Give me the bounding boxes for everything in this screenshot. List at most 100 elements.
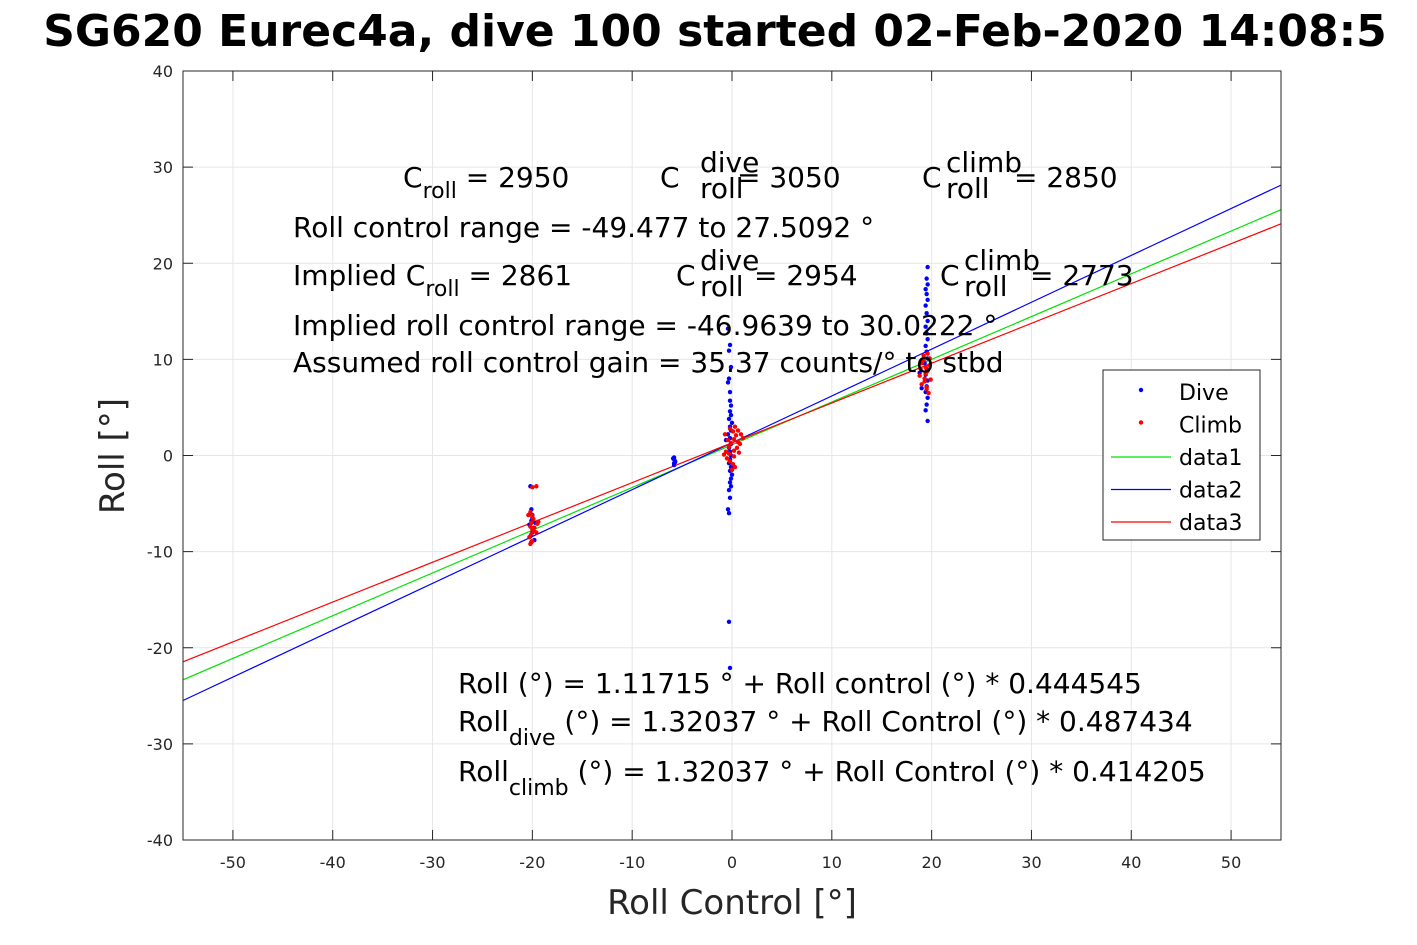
- point-dive: [923, 303, 928, 308]
- y-axis-label: Roll [°]: [93, 398, 133, 514]
- annotation-fit-dive-eq: (°) = 1.32037 ° + Roll Control (°) * 0.4…: [556, 705, 1193, 738]
- point-climb: [919, 382, 924, 387]
- y-tick-label: 30: [153, 158, 173, 177]
- y-tick-label: 0: [163, 447, 173, 466]
- x-tick-label: -20: [519, 853, 545, 872]
- y-tick-label: -40: [147, 831, 173, 850]
- point-dive: [727, 342, 733, 348]
- point-climb: [733, 433, 739, 438]
- x-axis-ticks: -50 -40 -30 -20 -10 0 10 20 30 40 50: [220, 71, 1241, 872]
- legend-items: Dive Climb data1 data2 data3: [1111, 381, 1243, 536]
- annotation-implied-c-roll-climb-sup: climb: [964, 244, 1040, 277]
- point-climb: [928, 377, 933, 382]
- legend-label-data1: data1: [1179, 446, 1243, 471]
- point-dive: [729, 420, 735, 426]
- x-tick-label: -30: [419, 853, 445, 872]
- annotation-c-roll-dive-sub: roll: [700, 172, 744, 205]
- point-climb: [926, 390, 931, 396]
- point-dive: [924, 291, 929, 297]
- point-dive: [727, 665, 733, 671]
- point-climb: [922, 379, 927, 384]
- annotation-c-roll-climb-value: = 2850: [1014, 161, 1118, 194]
- annotation-c-roll-main: C: [403, 161, 423, 194]
- point-dive: [727, 409, 733, 414]
- x-tick-label: 20: [921, 853, 941, 872]
- point-climb: [530, 485, 535, 490]
- point-climb: [531, 516, 536, 522]
- point-dive: [725, 507, 731, 512]
- annotation-implied-sub: roll: [425, 277, 459, 302]
- annotation-implied-c-roll-dive: C: [676, 259, 696, 292]
- annotation-c-roll: Croll = 2950: [403, 161, 569, 204]
- y-tick-label: 10: [153, 350, 173, 369]
- point-climb: [527, 535, 532, 540]
- annotation-c-roll-value: = 2950: [457, 161, 570, 194]
- point-dive: [728, 484, 734, 489]
- point-climb: [532, 525, 537, 530]
- annotation-gain: Assumed roll control gain = 35.37 counts…: [293, 346, 1004, 379]
- point-dive: [726, 487, 732, 493]
- annotation-c-roll-dive-sup: dive: [700, 146, 759, 179]
- scatter-points: [526, 264, 933, 671]
- legend-label-data2: data2: [1179, 479, 1243, 504]
- point-dive: [919, 386, 924, 391]
- annotation-implied-value: = 2861: [460, 259, 573, 292]
- point-dive: [925, 282, 930, 287]
- annotation-fit-dive-main: Roll: [458, 705, 509, 738]
- point-dive: [727, 480, 733, 485]
- point-climb: [921, 358, 926, 363]
- point-dive: [726, 619, 732, 624]
- annotation-roll-control-range: Roll control range = -49.477 to 27.5092 …: [293, 211, 874, 244]
- point-climb: [738, 432, 744, 437]
- annotation-fit-dive: Rolldive (°) = 1.32037 ° + Roll Control …: [458, 705, 1193, 751]
- point-climb: [526, 512, 531, 518]
- annotation-c-roll-climb-main: C: [922, 161, 942, 194]
- x-tick-label: 40: [1121, 853, 1141, 872]
- point-dive: [726, 348, 732, 353]
- point-climb: [729, 467, 735, 473]
- legend-label-dive: Dive: [1179, 381, 1229, 406]
- annotation-implied-range: Implied roll control range = -46.9639 to…: [293, 309, 997, 342]
- point-dive: [726, 416, 732, 422]
- x-tick-label: -40: [320, 853, 346, 872]
- annotation-implied-c-roll-dive-sub: roll: [700, 270, 744, 303]
- point-climb: [728, 440, 734, 446]
- point-dive: [923, 324, 928, 329]
- legend-label-climb: Climb: [1179, 414, 1242, 439]
- y-tick-label: -10: [147, 543, 173, 562]
- point-climb: [740, 435, 746, 441]
- annotation-c-roll-sub: roll: [423, 179, 457, 204]
- point-dive: [727, 389, 733, 395]
- point-climb: [925, 351, 930, 356]
- y-axis-ticks: -40 -30 -20 -10 0 10 20 30 40: [147, 62, 1281, 850]
- point-climb: [731, 454, 737, 459]
- annotation-c-roll-dive-main: C: [660, 161, 680, 194]
- point-dive: [925, 297, 930, 302]
- point-climb: [534, 530, 539, 535]
- point-climb: [725, 437, 731, 443]
- x-tick-label: 50: [1221, 853, 1241, 872]
- x-tick-label: 0: [727, 853, 737, 872]
- x-tick-label: -10: [619, 853, 645, 872]
- point-climb: [732, 464, 738, 470]
- point-dive: [923, 287, 928, 292]
- legend-label-data3: data3: [1179, 511, 1243, 536]
- point-dive: [728, 412, 734, 418]
- point-climb: [732, 424, 738, 429]
- point-climb: [724, 456, 730, 461]
- annotation-fit-climb-sub: climb: [509, 776, 569, 801]
- annotation-implied-c-roll-dive-value: = 2954: [754, 259, 858, 292]
- point-dive: [725, 326, 731, 331]
- point-dive: [728, 476, 734, 481]
- point-climb: [734, 445, 740, 451]
- annotation-implied-prefix: Implied C: [293, 259, 425, 292]
- point-dive: [925, 395, 930, 401]
- point-climb: [918, 366, 923, 372]
- point-dive: [924, 276, 929, 281]
- point-climb: [927, 362, 932, 368]
- point-climb: [536, 519, 541, 525]
- annotation-c-roll-dive: C: [660, 161, 680, 194]
- y-tick-label: -30: [147, 735, 173, 754]
- point-climb: [726, 451, 732, 456]
- point-climb: [534, 484, 539, 489]
